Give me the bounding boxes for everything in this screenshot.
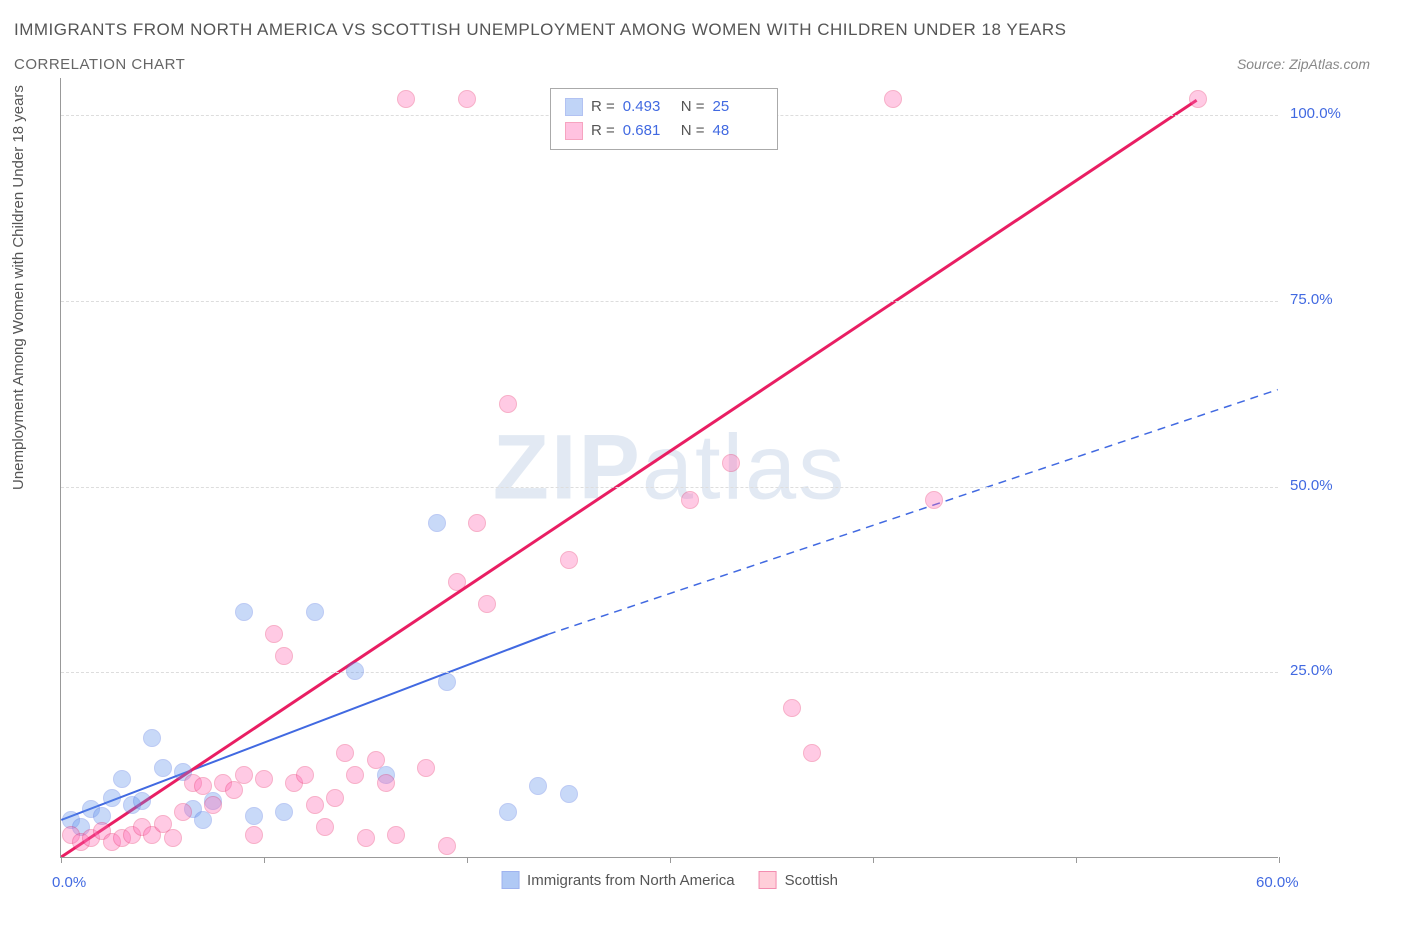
scatter-point [438,673,456,691]
scatter-point [316,818,334,836]
scatter-point [296,766,314,784]
scatter-point [468,514,486,532]
series-swatch [565,122,583,140]
scatter-point [448,573,466,591]
scatter-point [255,770,273,788]
r-value: 0.681 [623,119,673,143]
scatter-point [458,90,476,108]
scatter-point [326,789,344,807]
r-label: R = [591,95,615,119]
y-tick-label: 25.0% [1290,662,1333,679]
y-tick-label: 50.0% [1290,477,1333,494]
x-tick [1076,857,1077,863]
scatter-point [357,829,375,847]
scatter-point [133,792,151,810]
scatter-point [1189,90,1207,108]
x-tick-label: 0.0% [52,874,86,891]
legend-item: Immigrants from North America [501,871,735,889]
x-tick [61,857,62,863]
scatter-point [884,90,902,108]
series-legend: Immigrants from North America Scottish [501,871,838,889]
scatter-point [265,625,283,643]
r-value: 0.493 [623,95,673,119]
scatter-point [925,491,943,509]
series-swatch [565,98,583,116]
scatter-point [336,744,354,762]
scatter-point [194,777,212,795]
scatter-point [428,514,446,532]
x-tick [467,857,468,863]
scatter-point [235,766,253,784]
x-tick-label: 60.0% [1256,874,1299,891]
scatter-point [245,826,263,844]
y-axis-label: Unemployment Among Women with Children U… [10,85,27,490]
scatter-point [377,774,395,792]
scatter-point [306,603,324,621]
scatter-point [499,395,517,413]
legend-swatch [501,871,519,889]
n-label: N = [681,119,705,143]
scatter-point [235,603,253,621]
scatter-point [154,759,172,777]
x-tick [264,857,265,863]
x-tick [1279,857,1280,863]
scatter-point [346,766,364,784]
r-label: R = [591,119,615,143]
scatter-point [397,90,415,108]
scatter-point [560,785,578,803]
correlation-stats-legend: R = 0.493 N = 25 R = 0.681 N = 48 [550,88,778,150]
stats-row: R = 0.493 N = 25 [565,95,763,119]
n-value: 25 [713,95,763,119]
scatter-point [174,803,192,821]
gridline-h [61,487,1278,488]
chart-title: IMMIGRANTS FROM NORTH AMERICA VS SCOTTIS… [14,20,1067,40]
scatter-point [722,454,740,472]
legend-label: Immigrants from North America [527,872,735,889]
scatter-point [499,803,517,821]
scatter-point [275,647,293,665]
scatter-point [783,699,801,717]
scatter-point [478,595,496,613]
legend-swatch [759,871,777,889]
scatter-point [529,777,547,795]
scatter-point [681,491,699,509]
scatter-point [560,551,578,569]
scatter-point [387,826,405,844]
scatter-point [113,770,131,788]
y-tick-label: 100.0% [1290,105,1341,122]
scatter-point [225,781,243,799]
scatter-point [164,829,182,847]
legend-item: Scottish [759,871,838,889]
trend-lines [61,78,1278,857]
scatter-point [194,811,212,829]
scatter-point [103,789,121,807]
scatter-point [306,796,324,814]
x-tick [873,857,874,863]
scatter-point [346,662,364,680]
watermark: ZIPatlas [493,415,846,520]
n-value: 48 [713,119,763,143]
scatter-point [204,796,222,814]
gridline-h [61,672,1278,673]
x-tick [670,857,671,863]
n-label: N = [681,95,705,119]
scatter-plot-area: ZIPatlas Immigrants from North AmericaSc… [60,78,1278,858]
scatter-point [367,751,385,769]
source-attribution: Source: ZipAtlas.com [1237,56,1370,72]
y-tick-label: 75.0% [1290,291,1333,308]
scatter-point [143,729,161,747]
stats-row: R = 0.681 N = 48 [565,119,763,143]
chart-subtitle: CORRELATION CHART [14,56,185,73]
legend-label: Scottish [785,872,838,889]
scatter-point [803,744,821,762]
scatter-point [438,837,456,855]
scatter-point [417,759,435,777]
scatter-point [245,807,263,825]
gridline-h [61,301,1278,302]
scatter-point [275,803,293,821]
